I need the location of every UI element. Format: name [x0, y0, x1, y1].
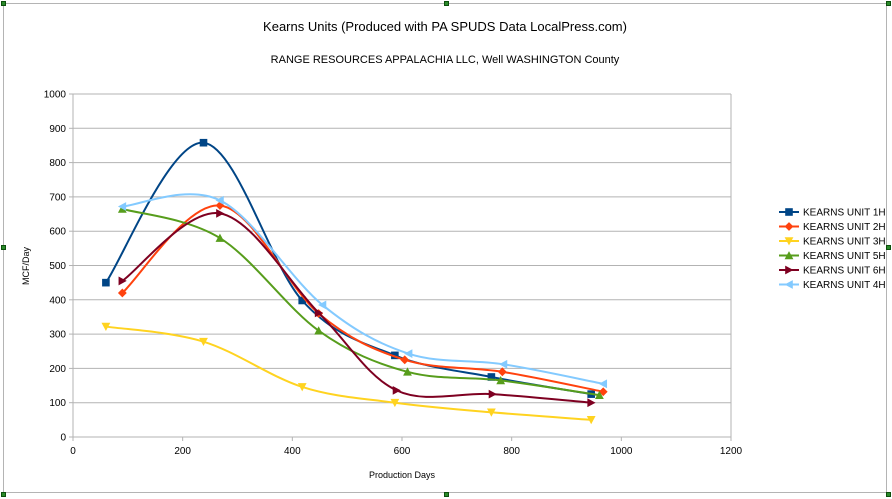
x-axis-label: Production Days	[369, 470, 436, 480]
chart-frame	[3, 3, 887, 493]
data-point-kearns-unit-2h	[598, 387, 608, 397]
legend-label: KEARNS UNIT 5H	[803, 251, 886, 262]
y-tick-label: 500	[49, 261, 66, 272]
y-tick-label: 700	[49, 192, 66, 203]
y-tick-label: 1000	[44, 90, 67, 101]
resize-handle-middle-right[interactable]	[886, 245, 891, 250]
resize-handle-bottom-left[interactable]	[1, 492, 6, 497]
data-point-kearns-unit-5h	[314, 326, 324, 335]
x-tick-label: 0	[70, 446, 76, 457]
series-kearns-unit-3h	[101, 322, 596, 425]
legend-swatch-marker	[785, 265, 794, 275]
data-point-kearns-unit-3h	[297, 383, 307, 392]
series-line-kearns-unit-3h	[104, 325, 593, 421]
y-tick-label: 200	[49, 364, 66, 375]
y-tick-label: 300	[49, 330, 66, 341]
data-point-kearns-unit-1h	[298, 296, 307, 305]
data-point-kearns-unit-3h	[486, 408, 496, 417]
series-kearns-unit-6h	[118, 208, 596, 408]
legend-item-kearns-unit-6h: KEARNS UNIT 6H	[779, 266, 886, 277]
gridlines	[73, 93, 731, 404]
resize-handle-top-center[interactable]	[444, 1, 449, 6]
data-point-kearns-unit-1h	[102, 278, 110, 287]
chart-title: Kearns Units (Produced with PA SPUDS Dat…	[263, 19, 627, 34]
data-point-kearns-unit-2h	[497, 367, 507, 377]
resize-handle-top-left[interactable]	[1, 1, 6, 6]
series-kearns-unit-2h	[117, 201, 608, 397]
series-line-kearns-unit-1h	[104, 141, 593, 396]
x-tick-label: 1200	[720, 446, 743, 457]
x-tick-label: 800	[503, 446, 520, 457]
data-point-kearns-unit-5h	[595, 390, 604, 399]
resize-handle-bottom-right[interactable]	[886, 492, 891, 497]
data-point-kearns-unit-1h	[199, 138, 208, 147]
legend-label: KEARNS UNIT 3H	[803, 237, 886, 248]
series-kearns-unit-1h	[102, 138, 595, 398]
y-axis-label: MCF/Day	[21, 247, 31, 285]
series-lines	[101, 138, 608, 425]
data-point-kearns-unit-5h	[403, 367, 412, 376]
legend-label: KEARNS UNIT 4H	[803, 280, 886, 291]
y-tick-label: 600	[49, 227, 66, 238]
data-point-kearns-unit-6h	[587, 398, 596, 408]
data-point-kearns-unit-1h	[487, 373, 496, 381]
resize-handle-middle-left[interactable]	[1, 245, 6, 250]
data-point-kearns-unit-4h	[598, 379, 608, 389]
legend-swatch-marker	[785, 208, 793, 216]
resize-handle-bottom-center[interactable]	[444, 492, 449, 497]
data-point-kearns-unit-6h	[216, 208, 225, 218]
series-line-kearns-unit-2h	[121, 204, 605, 393]
data-point-kearns-unit-3h	[199, 337, 208, 347]
resize-handle-top-right[interactable]	[886, 1, 891, 6]
y-tick-label: 100	[49, 398, 66, 409]
data-point-kearns-unit-4h	[499, 359, 508, 369]
series-line-kearns-unit-4h	[121, 193, 605, 385]
legend-swatch-marker	[784, 237, 794, 246]
data-point-kearns-unit-6h	[488, 389, 497, 399]
legend-item-kearns-unit-2h: KEARNS UNIT 2H	[779, 222, 886, 233]
legend-item-kearns-unit-3h: KEARNS UNIT 3H	[779, 237, 886, 248]
data-point-kearns-unit-3h	[390, 398, 400, 408]
series-line-kearns-unit-5h	[121, 207, 601, 397]
data-point-kearns-unit-2h	[215, 201, 225, 210]
legend-swatch-marker	[784, 280, 793, 289]
chart-subtitle: RANGE RESOURCES APPALACHIA LLC, Well WAS…	[271, 54, 620, 66]
data-point-kearns-unit-4h	[215, 195, 224, 205]
data-point-kearns-unit-3h	[586, 416, 596, 425]
data-point-kearns-unit-6h	[118, 276, 127, 286]
data-point-kearns-unit-6h	[392, 385, 401, 395]
data-point-kearns-unit-2h	[400, 355, 410, 365]
legend-label: KEARNS UNIT 1H	[803, 208, 886, 219]
data-point-kearns-unit-4h	[404, 349, 413, 359]
legend: KEARNS UNIT 1H KEARNS UNIT 2H KEARNS UNIT …	[779, 208, 886, 291]
x-tick-label: 600	[394, 446, 411, 457]
x-tick-label: 400	[284, 446, 301, 457]
y-tick-label: 400	[49, 295, 66, 306]
y-tick-label: 0	[60, 433, 66, 444]
legend-swatch-marker	[784, 251, 794, 260]
data-point-kearns-unit-3h	[101, 322, 111, 331]
series-kearns-unit-4h	[117, 193, 608, 389]
axes	[69, 93, 732, 441]
legend-item-kearns-unit-1h: KEARNS UNIT 1H	[779, 208, 886, 219]
x-tick-label: 1000	[610, 446, 633, 457]
tick-labels: 0 100 200 300 400 500 600 700 800 900 1000 0 200 400 6…	[44, 90, 743, 458]
data-point-kearns-unit-5h	[496, 376, 506, 385]
y-tick-label: 900	[49, 124, 66, 135]
legend-label: KEARNS UNIT 2H	[803, 222, 886, 233]
legend-swatch-marker	[784, 222, 794, 231]
data-point-kearns-unit-5h	[215, 233, 225, 242]
data-point-kearns-unit-6h	[314, 308, 324, 318]
data-point-kearns-unit-4h	[318, 300, 327, 310]
legend-item-kearns-unit-4h: KEARNS UNIT 4H	[779, 280, 886, 291]
data-point-kearns-unit-4h	[117, 202, 127, 211]
legend-item-kearns-unit-5h: KEARNS UNIT 5H	[779, 251, 886, 262]
data-point-kearns-unit-1h	[391, 351, 399, 360]
data-point-kearns-unit-2h	[117, 288, 127, 298]
legend-label: KEARNS UNIT 6H	[803, 266, 886, 277]
x-tick-label: 200	[174, 446, 191, 457]
y-tick-label: 800	[49, 158, 66, 169]
